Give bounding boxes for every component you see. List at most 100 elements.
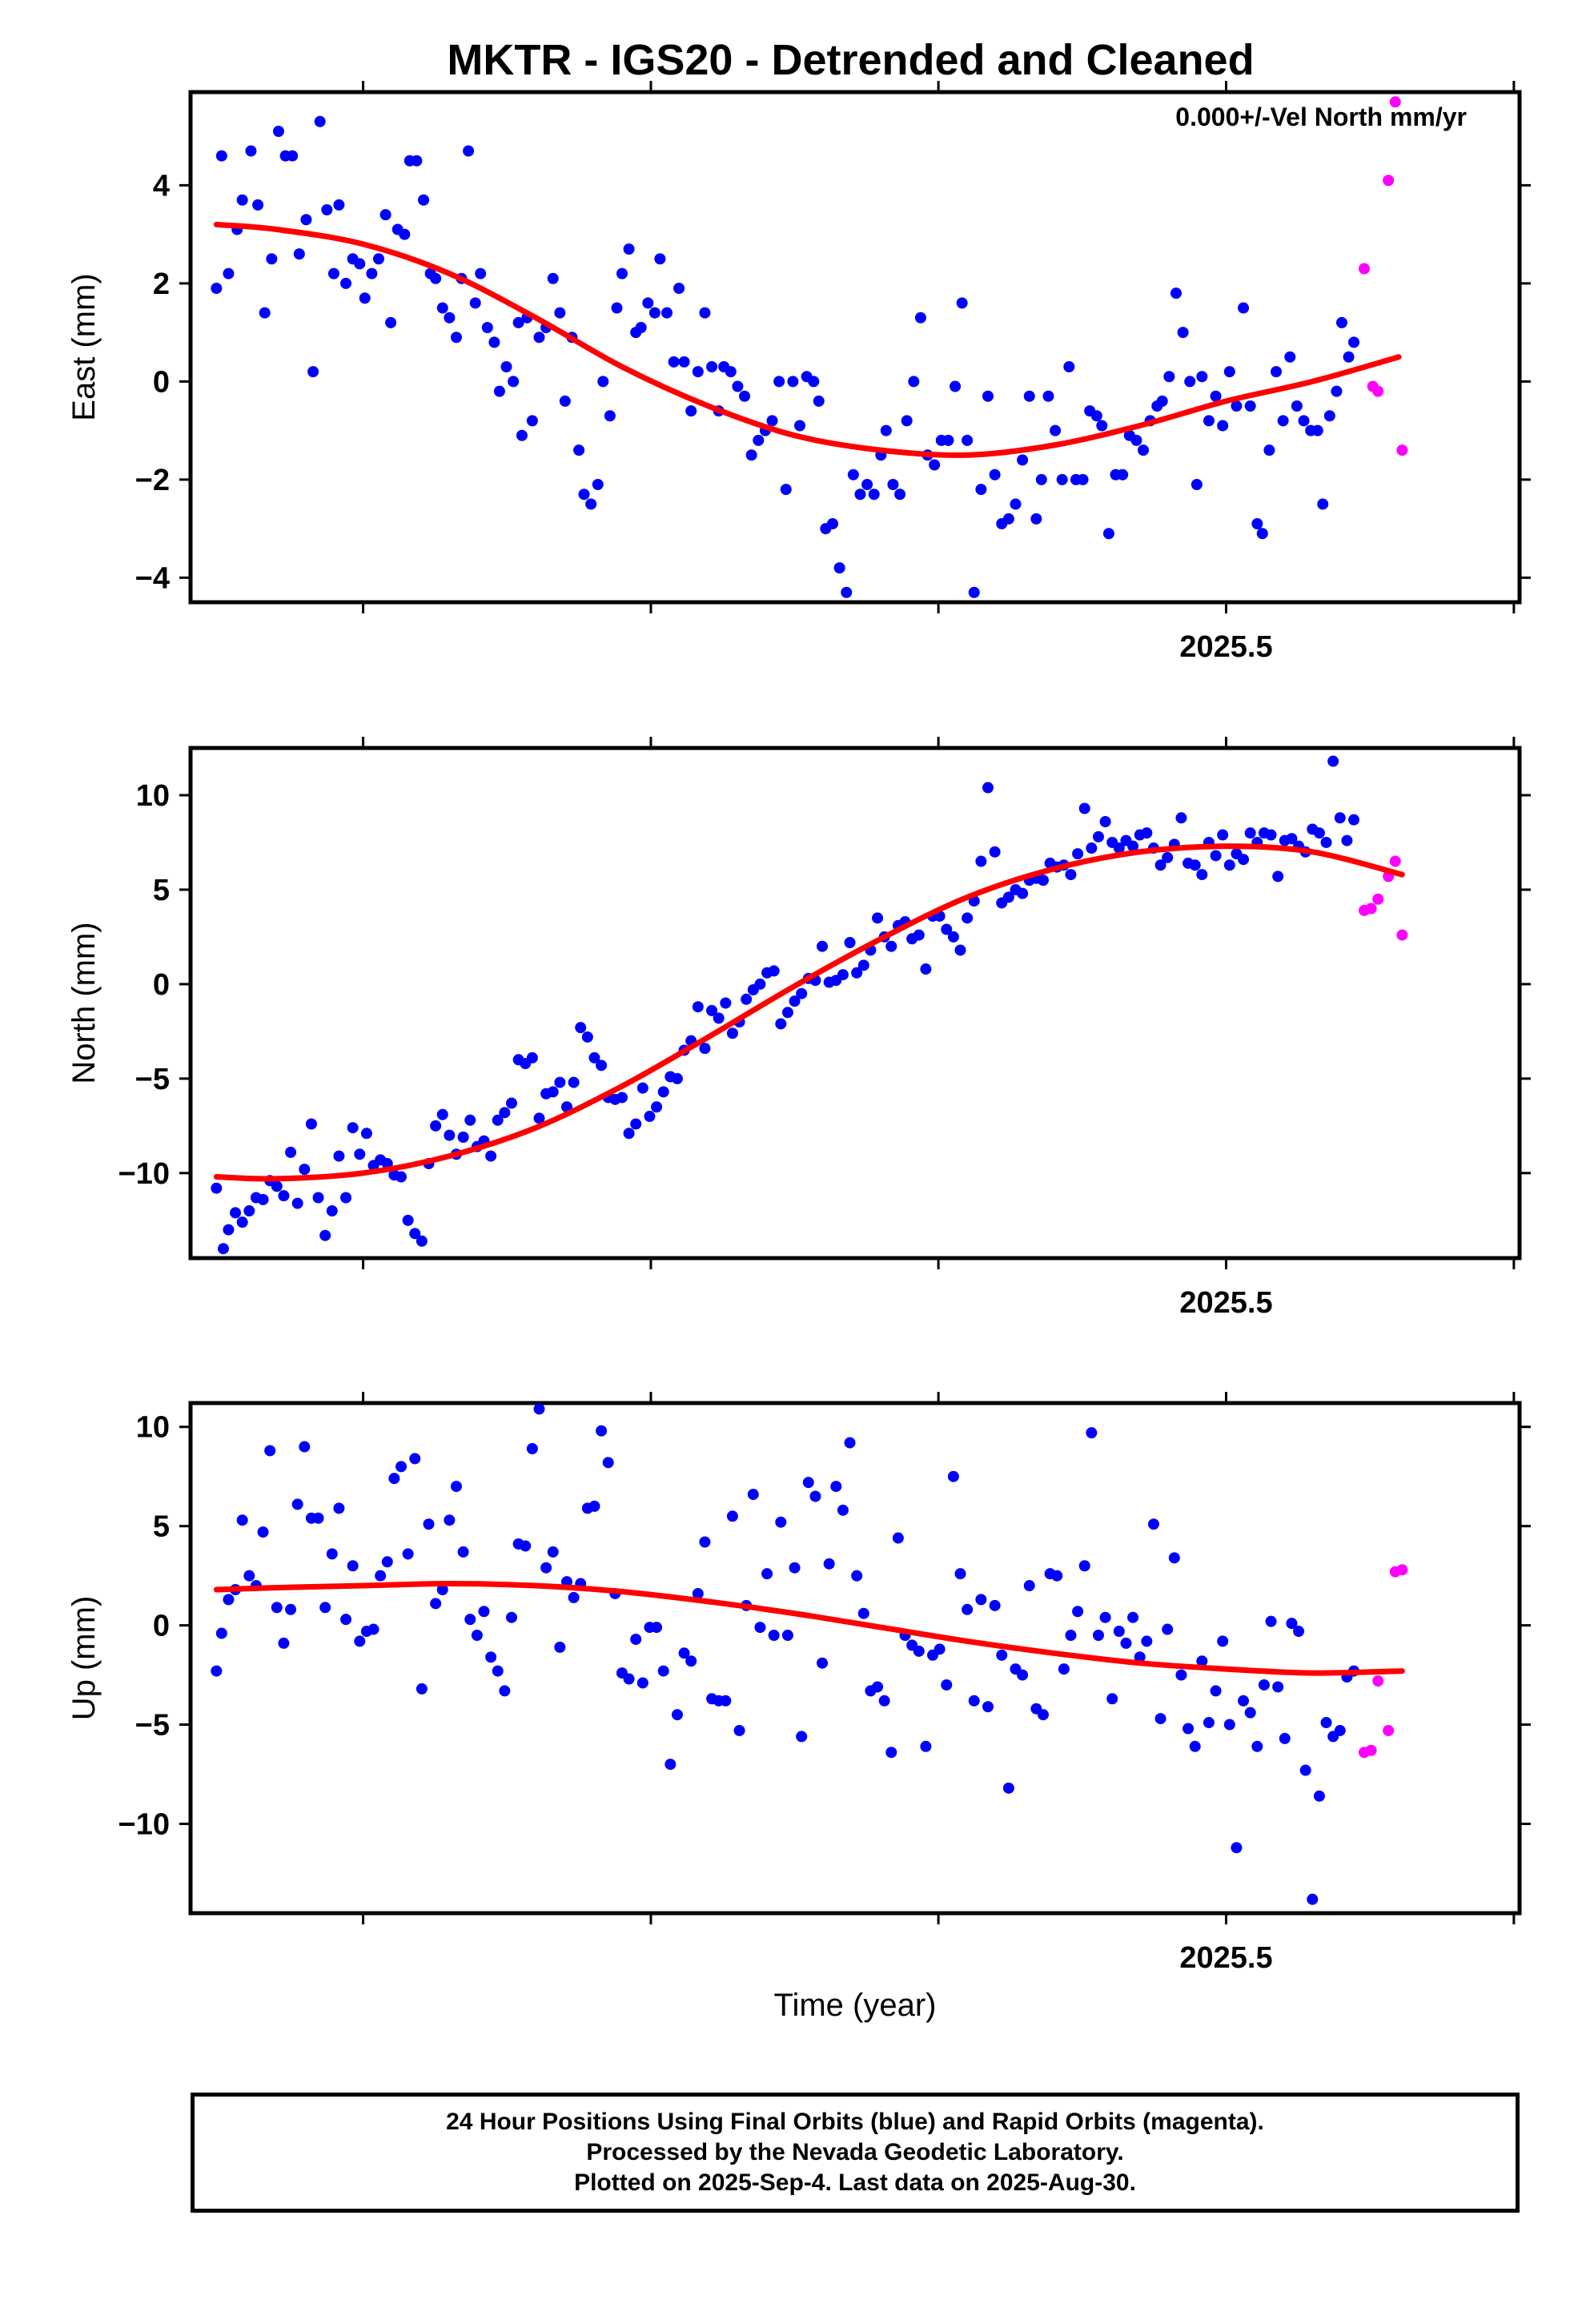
up-final-point — [885, 1747, 897, 1759]
east-final-point — [1096, 420, 1108, 432]
east-final-point — [314, 115, 326, 127]
north-final-point — [354, 1148, 366, 1160]
north-final-point — [526, 1051, 538, 1063]
east-final-point — [611, 302, 623, 314]
north-final-point — [444, 1129, 456, 1141]
east-final-point — [1030, 513, 1042, 525]
east-final-point — [654, 253, 666, 265]
east-final-point — [333, 199, 345, 211]
east-final-point — [1284, 351, 1296, 363]
up-final-point — [1058, 1663, 1070, 1675]
north-y-tick-label: 0 — [153, 968, 170, 1002]
east-final-point — [1138, 444, 1150, 456]
east-final-point — [880, 424, 892, 436]
north-final-point — [1286, 833, 1298, 845]
up-final-point — [1265, 1615, 1277, 1627]
up-final-point — [340, 1614, 352, 1626]
east-final-point — [1010, 498, 1022, 510]
up-final-point — [962, 1603, 974, 1615]
north-final-point — [223, 1224, 235, 1236]
up-final-point — [1189, 1740, 1201, 1752]
east-final-point — [327, 267, 339, 279]
up-final-point — [1086, 1427, 1098, 1439]
east-final-point — [1102, 528, 1114, 540]
east-final-point — [942, 434, 954, 446]
up-final-point — [1113, 1626, 1125, 1638]
north-rapid-point — [1389, 855, 1401, 867]
north-final-point — [430, 1120, 442, 1132]
north-final-point — [657, 1086, 669, 1098]
up-final-point — [941, 1679, 953, 1691]
north-x-tick-label: 2025.5 — [1179, 1286, 1272, 1320]
east-plot-area — [211, 96, 1408, 598]
footer-line-1: 24 Hour Positions Using Final Orbits (bl… — [446, 2109, 1264, 2135]
up-final-point — [678, 1647, 690, 1659]
north-y-axis-label: North (mm) — [66, 922, 102, 1084]
east-final-point — [808, 376, 820, 388]
up-final-point — [809, 1490, 821, 1502]
up-plot-area — [211, 1403, 1408, 1905]
north-final-point — [837, 969, 849, 981]
east-final-point — [500, 361, 512, 372]
up-y-tick-label: 10 — [136, 1411, 170, 1445]
east-final-point — [554, 307, 566, 319]
east-final-point — [766, 415, 778, 427]
up-final-point — [1182, 1723, 1195, 1735]
east-final-point — [475, 267, 487, 279]
east-final-point — [287, 150, 299, 162]
east-final-point — [780, 484, 792, 496]
up-final-point — [1106, 1693, 1118, 1705]
east-final-point — [1177, 327, 1189, 339]
east-final-point — [739, 390, 751, 402]
north-plot-frame — [188, 746, 1522, 1261]
up-final-point — [623, 1673, 635, 1685]
up-final-point — [243, 1570, 255, 1582]
up-final-point — [409, 1453, 421, 1465]
up-final-point — [464, 1614, 476, 1626]
up-final-point — [720, 1695, 732, 1707]
north-final-point — [1320, 836, 1332, 848]
north-model-curve — [213, 843, 1405, 1182]
east-final-point — [366, 267, 378, 279]
up-final-point — [1251, 1740, 1263, 1752]
up-final-point — [975, 1594, 987, 1606]
north-final-point — [741, 993, 753, 1005]
east-final-point — [585, 498, 597, 510]
east-final-point — [340, 277, 352, 289]
up-final-point — [1017, 1669, 1029, 1681]
east-final-point — [1191, 479, 1203, 490]
east-final-point — [699, 307, 711, 319]
east-final-point — [526, 415, 538, 427]
up-final-point — [726, 1510, 738, 1522]
up-y-tick-label: −10 — [118, 1807, 170, 1841]
east-final-point — [894, 489, 906, 501]
up-final-point — [430, 1598, 442, 1610]
up-final-point — [1217, 1635, 1229, 1647]
east-final-point — [266, 253, 278, 265]
north-final-point — [651, 1101, 663, 1113]
north-rapid-point — [1396, 929, 1408, 941]
up-final-point — [851, 1570, 863, 1582]
east-final-point — [300, 214, 312, 226]
east-final-point — [1017, 454, 1029, 466]
north-final-point — [1196, 869, 1208, 881]
north-y-tick-label: 10 — [136, 779, 170, 813]
east-final-point — [559, 395, 571, 407]
up-final-point — [236, 1514, 248, 1526]
up-final-point — [1127, 1611, 1139, 1623]
footer-line-2: Processed by the Nevada Geodetic Laborat… — [586, 2139, 1124, 2165]
east-final-point — [573, 444, 585, 456]
up-final-point — [692, 1587, 704, 1599]
up-final-point — [920, 1740, 932, 1752]
north-final-point — [671, 1072, 683, 1084]
up-final-point — [685, 1655, 697, 1667]
north-final-point — [299, 1164, 311, 1176]
up-final-point — [802, 1477, 814, 1489]
north-final-point — [1238, 854, 1250, 866]
up-final-point — [754, 1622, 766, 1634]
up-final-point — [568, 1591, 580, 1603]
north-final-point — [492, 1114, 504, 1126]
up-final-point — [223, 1594, 235, 1606]
east-final-point — [259, 307, 271, 319]
up-final-point — [768, 1629, 780, 1641]
